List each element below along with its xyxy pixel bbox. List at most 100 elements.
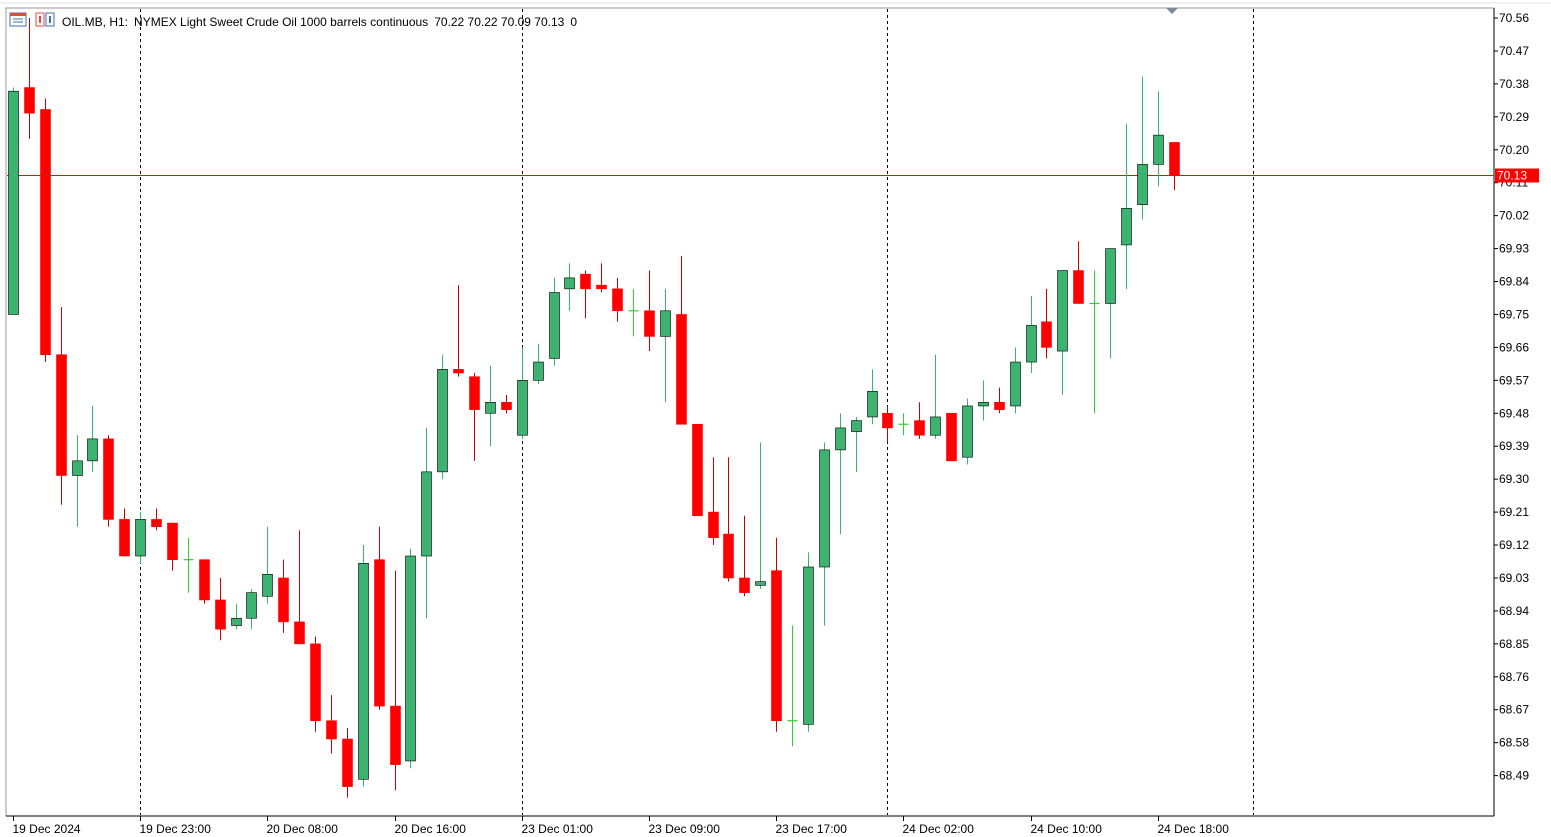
candlestick[interactable] xyxy=(231,603,242,630)
candlestick[interactable] xyxy=(580,270,591,319)
candlestick[interactable] xyxy=(310,636,321,732)
time-axis[interactable]: 19 Dec 2024 19 Dec 23:00 20 Dec 08:00 20 De… xyxy=(13,816,1230,836)
candlestick[interactable] xyxy=(87,405,98,472)
candlestick[interactable] xyxy=(8,87,19,315)
chart-window-icon[interactable] xyxy=(9,12,27,27)
candlestick[interactable] xyxy=(723,457,734,582)
candlestick[interactable] xyxy=(708,457,719,546)
candle-body-bearish xyxy=(771,570,782,722)
candlestick[interactable] xyxy=(358,545,369,787)
candle-body-bearish xyxy=(596,284,607,290)
candlestick[interactable] xyxy=(119,508,130,557)
shift-marker-icon[interactable] xyxy=(1166,8,1178,14)
candlestick[interactable] xyxy=(851,416,862,472)
candlestick[interactable] xyxy=(374,526,385,710)
candlestick[interactable] xyxy=(962,398,973,465)
candlestick[interactable] xyxy=(56,307,67,505)
candlestick[interactable] xyxy=(930,354,941,439)
candlestick[interactable] xyxy=(294,530,305,645)
candle-body-bullish xyxy=(660,310,671,337)
candle-body-bullish xyxy=(405,555,416,762)
price-axis[interactable]: 70.5670.4770.3870.2970.2070.1170.0269.93… xyxy=(1494,11,1539,783)
candlestick[interactable] xyxy=(994,387,1005,414)
candlestick[interactable] xyxy=(1041,288,1052,359)
chart-plot-area[interactable] xyxy=(5,7,1495,817)
candlestick[interactable] xyxy=(1153,91,1164,187)
candlestick[interactable] xyxy=(40,98,51,363)
candlestick[interactable] xyxy=(1137,76,1148,220)
time-tick-label: 24 Dec 18:00 xyxy=(1158,822,1230,836)
candlestick[interactable] xyxy=(485,365,496,447)
candlestick[interactable] xyxy=(533,343,544,384)
price-tick-label: 68.76 xyxy=(1499,670,1529,684)
candlestick[interactable] xyxy=(421,427,432,619)
candle-body-bullish xyxy=(1010,361,1021,407)
candlestick[interactable] xyxy=(946,412,957,462)
candlestick[interactable] xyxy=(1121,124,1132,289)
candlestick[interactable] xyxy=(882,405,893,443)
candle-body-bearish xyxy=(914,420,925,436)
one-click-trading-icon[interactable] xyxy=(35,12,55,27)
candlestick[interactable] xyxy=(612,277,623,322)
candle-body-bearish xyxy=(1073,270,1084,304)
candlestick[interactable] xyxy=(644,270,655,352)
candle-body-bullish xyxy=(421,471,432,557)
candlestick[interactable] xyxy=(771,537,782,732)
price-tick-label: 70.56 xyxy=(1499,11,1529,25)
candlestick[interactable] xyxy=(405,548,416,769)
candlestick[interactable] xyxy=(135,512,146,564)
candlestick[interactable] xyxy=(278,559,289,633)
time-tick-label: 24 Dec 02:00 xyxy=(903,822,975,836)
candlestick[interactable] xyxy=(739,515,750,597)
candlestick[interactable] xyxy=(755,442,766,589)
candlestick[interactable] xyxy=(1169,142,1180,191)
candle-body-bullish xyxy=(803,566,814,725)
candlestick[interactable] xyxy=(1057,270,1068,395)
price-tick-label: 69.21 xyxy=(1499,505,1529,519)
candlestick[interactable] xyxy=(1026,296,1037,374)
candlestick[interactable] xyxy=(660,288,671,403)
candlestick[interactable] xyxy=(167,522,178,571)
candlestick[interactable] xyxy=(183,537,194,593)
candlestick[interactable] xyxy=(549,277,560,366)
candlestick[interactable] xyxy=(1010,347,1021,414)
candle-body-bearish xyxy=(692,423,703,517)
candlestick[interactable] xyxy=(596,263,607,293)
candlestick[interactable] xyxy=(390,570,401,791)
candlestick[interactable] xyxy=(978,380,989,421)
candlestick[interactable] xyxy=(787,625,798,747)
candlestick[interactable] xyxy=(72,435,83,527)
candlestick[interactable] xyxy=(469,373,480,461)
candlestick[interactable] xyxy=(199,559,210,604)
candlestick[interactable] xyxy=(437,354,448,480)
candlestick[interactable] xyxy=(564,263,575,311)
candlestick[interactable] xyxy=(24,18,35,139)
candlestick[interactable] xyxy=(517,347,528,439)
candlestick[interactable] xyxy=(501,394,512,414)
candle-body-bullish xyxy=(262,574,273,597)
candlestick[interactable] xyxy=(246,588,257,630)
candlestick[interactable] xyxy=(215,577,226,641)
candlestick[interactable] xyxy=(342,728,353,798)
candlestick[interactable] xyxy=(1073,241,1084,304)
candlestick[interactable] xyxy=(262,526,273,604)
candle-body-bearish xyxy=(310,643,321,722)
candlestick[interactable] xyxy=(326,695,337,754)
candlestick[interactable] xyxy=(103,435,114,527)
candlestick[interactable] xyxy=(1089,270,1100,414)
candlestick[interactable] xyxy=(692,423,703,517)
candlestick[interactable] xyxy=(1105,248,1116,359)
candlestick[interactable] xyxy=(453,285,464,377)
candlestick[interactable] xyxy=(628,288,639,337)
candlestick[interactable] xyxy=(914,402,925,439)
candlestick[interactable] xyxy=(819,442,830,626)
candlestick[interactable] xyxy=(867,369,878,425)
candlestick[interactable] xyxy=(676,255,687,425)
candlestick[interactable] xyxy=(151,508,162,531)
candle-body-bullish xyxy=(549,292,560,359)
candlestick[interactable] xyxy=(898,413,909,436)
candlestick[interactable] xyxy=(803,552,814,732)
candle-body-bearish xyxy=(469,376,480,410)
candlestick[interactable] xyxy=(835,413,846,535)
